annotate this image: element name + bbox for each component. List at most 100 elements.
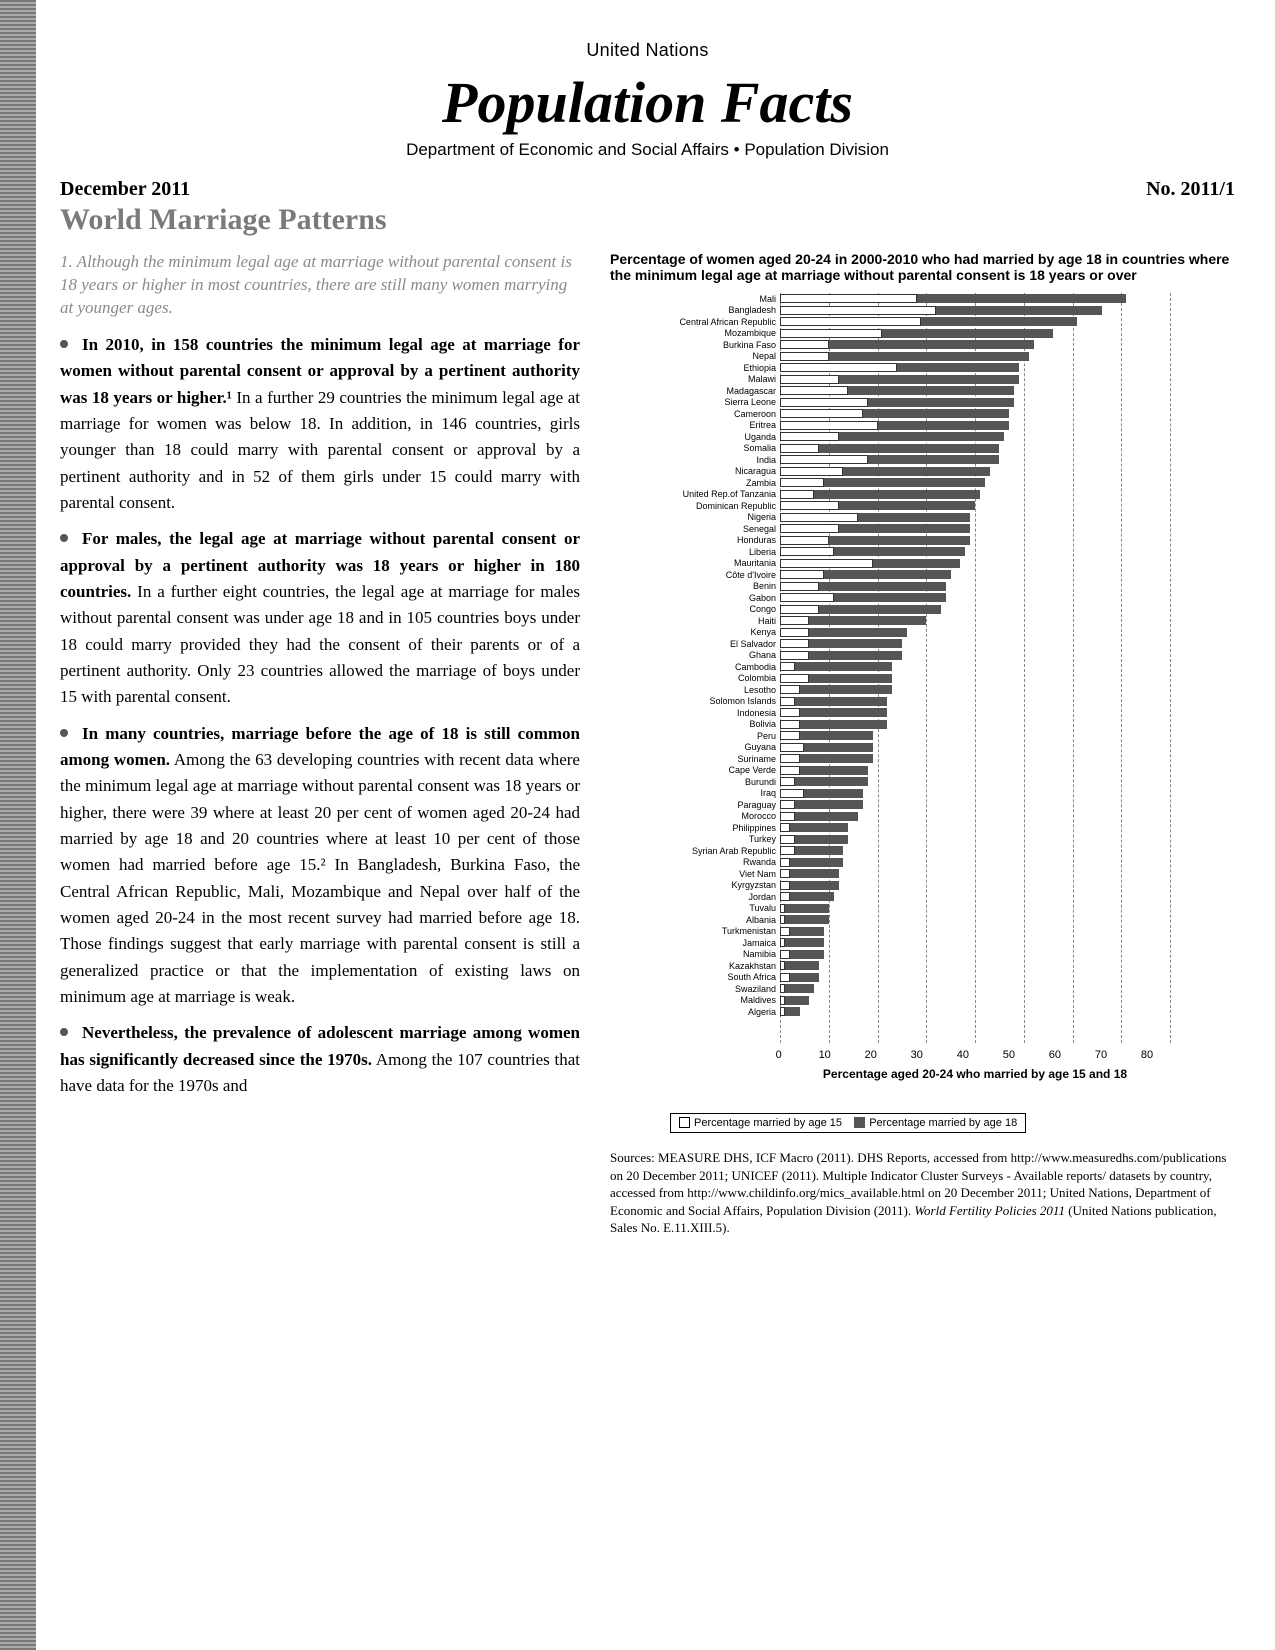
- bar-age-15: [780, 651, 809, 660]
- bar-group: [780, 294, 1170, 303]
- bar-age-15: [780, 823, 790, 832]
- bar-group: [780, 536, 1170, 545]
- chart-row: Cape Verde: [610, 765, 1170, 777]
- chart-row: Paraguay: [610, 799, 1170, 811]
- bar-group: [780, 363, 1170, 372]
- chart-row: Nicaragua: [610, 466, 1170, 478]
- bar-age-15: [780, 363, 897, 372]
- chart-title: Percentage of women aged 20-24 in 2000-2…: [610, 251, 1235, 283]
- country-label: Burkina Faso: [610, 340, 780, 350]
- bar-group: [780, 547, 1170, 556]
- bar-group: [780, 789, 1170, 798]
- x-tick: 10: [802, 1049, 848, 1061]
- chart-row: Congo: [610, 604, 1170, 616]
- bar-group: [780, 720, 1170, 729]
- bar-age-18: [780, 662, 892, 671]
- bar-age-15: [780, 352, 829, 361]
- chart-row: Nigeria: [610, 512, 1170, 524]
- bar-group: [780, 409, 1170, 418]
- chart-row: Senegal: [610, 523, 1170, 535]
- chart-row: Liberia: [610, 546, 1170, 558]
- bar-group: [780, 984, 1170, 993]
- bar-group: [780, 524, 1170, 533]
- bar-age-15: [780, 708, 800, 717]
- country-label: Zambia: [610, 478, 780, 488]
- bar-group: [780, 398, 1170, 407]
- country-label: Algeria: [610, 1007, 780, 1017]
- chart-row: Zambia: [610, 477, 1170, 489]
- country-label: Morocco: [610, 811, 780, 821]
- bullet-rest: Among the 63 developing countries with r…: [60, 750, 580, 1006]
- bar-age-15: [780, 536, 829, 545]
- bar-group: [780, 513, 1170, 522]
- chart-row: Jordan: [610, 891, 1170, 903]
- bar-age-18: [780, 823, 848, 832]
- bar-age-15: [780, 777, 795, 786]
- country-label: Colombia: [610, 673, 780, 683]
- bar-age-15: [780, 559, 873, 568]
- bar-age-15: [780, 616, 809, 625]
- legend: Percentage married by age 15 Percentage …: [670, 1113, 1026, 1133]
- bar-group: [780, 340, 1170, 349]
- bar-group: [780, 616, 1170, 625]
- x-tick: 20: [848, 1049, 894, 1061]
- bar-age-15: [780, 329, 882, 338]
- bullet-item: In 2010, in 158 countries the minimum le…: [60, 332, 580, 516]
- chart-row: Burkina Faso: [610, 339, 1170, 351]
- bar-age-15: [780, 697, 795, 706]
- scan-edge: [0, 0, 36, 1650]
- chart-row: Guyana: [610, 742, 1170, 754]
- bar-age-15: [780, 467, 843, 476]
- country-label: Turkey: [610, 834, 780, 844]
- bar-group: [780, 432, 1170, 441]
- bar-age-15: [780, 789, 804, 798]
- header: United Nations Population Facts Departme…: [60, 40, 1235, 160]
- chart-row: Gabon: [610, 592, 1170, 604]
- right-column: Percentage of women aged 20-24 in 2000-2…: [610, 251, 1235, 1237]
- country-label: Swaziland: [610, 984, 780, 994]
- country-label: Nicaragua: [610, 466, 780, 476]
- bar-group: [780, 490, 1170, 499]
- bar-group: [780, 915, 1170, 924]
- x-tick: 80: [1124, 1049, 1170, 1061]
- bar-group: [780, 869, 1170, 878]
- chart-row: Namibia: [610, 949, 1170, 961]
- country-label: Nigeria: [610, 512, 780, 522]
- bar-age-18: [780, 938, 824, 947]
- bar-group: [780, 455, 1170, 464]
- gridline: [1170, 293, 1171, 1043]
- country-label: Jordan: [610, 892, 780, 902]
- chart-row: Viet Nam: [610, 868, 1170, 880]
- country-label: United Rep.of Tanzania: [610, 489, 780, 499]
- chart-row: Mauritania: [610, 558, 1170, 570]
- chart-row: India: [610, 454, 1170, 466]
- bar-group: [780, 1007, 1170, 1016]
- issue-date: December 2011: [60, 178, 190, 201]
- bar-group: [780, 628, 1170, 637]
- bar-group: [780, 812, 1170, 821]
- x-tick: 50: [986, 1049, 1032, 1061]
- bar-group: [780, 892, 1170, 901]
- bar-age-15: [780, 375, 839, 384]
- chart-row: Suriname: [610, 753, 1170, 765]
- country-label: Burundi: [610, 777, 780, 787]
- country-label: Iraq: [610, 788, 780, 798]
- bar-age-15: [780, 892, 790, 901]
- country-label: Indonesia: [610, 708, 780, 718]
- chart-row: Solomon Islands: [610, 696, 1170, 708]
- bar-age-15: [780, 938, 785, 947]
- country-label: Syrian Arab Republic: [610, 846, 780, 856]
- bar-age-15: [780, 662, 795, 671]
- chart-row: Somalia: [610, 443, 1170, 455]
- chart-row: Haiti: [610, 615, 1170, 627]
- org-name: United Nations: [60, 40, 1235, 61]
- chart-row: Mozambique: [610, 328, 1170, 340]
- chart-row: United Rep.of Tanzania: [610, 489, 1170, 501]
- bar-age-15: [780, 639, 809, 648]
- chart-row: South Africa: [610, 972, 1170, 984]
- bar-age-15: [780, 444, 819, 453]
- doc-title: Population Facts: [60, 69, 1235, 136]
- chart-row: Peru: [610, 730, 1170, 742]
- country-label: Bolivia: [610, 719, 780, 729]
- bar-age-15: [780, 398, 868, 407]
